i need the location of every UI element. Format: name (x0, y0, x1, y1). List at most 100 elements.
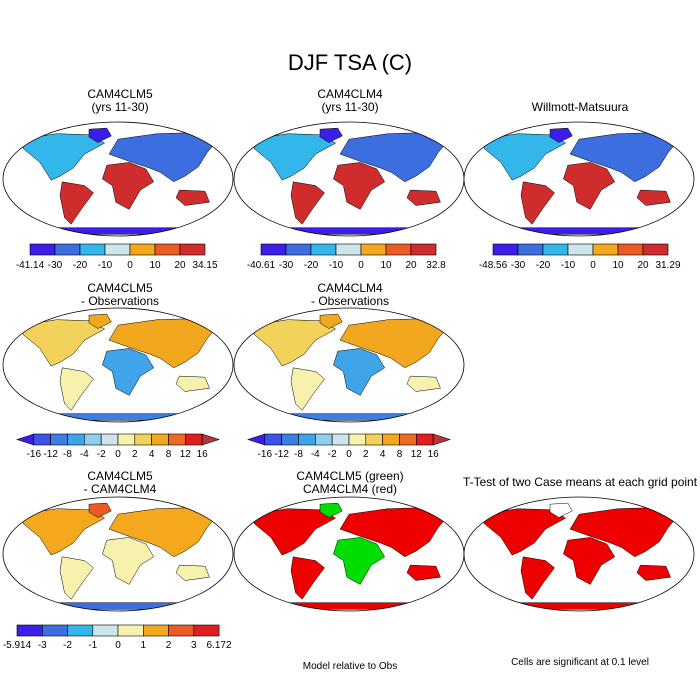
land-samerica (59, 367, 94, 411)
colorbar-tick-label: -12 (274, 449, 289, 460)
colorbar-box (260, 243, 287, 256)
colorbar-box (151, 433, 169, 446)
land-eurasia (569, 132, 680, 183)
map-panel-6 (2, 496, 234, 612)
colorbar-box (410, 243, 437, 256)
colorbar-tick-label: 16 (197, 449, 209, 460)
colorbar-box (29, 243, 56, 256)
colorbar-box (117, 433, 136, 446)
colorbar-tick-label: 0 (346, 449, 352, 460)
colorbar-tick-label: -4 (80, 449, 89, 460)
map-panel-2 (233, 121, 465, 237)
colorbar-tick-label: -2 (328, 449, 337, 460)
land-samerica (290, 367, 325, 411)
colorbar-box (100, 433, 119, 446)
land-australia (636, 189, 671, 206)
map-border (463, 496, 695, 612)
colorbar-3: -48.56 -30 -20 -10 0 10 20 31.29 (479, 243, 681, 271)
colorbar-tick-label: -5.914 (3, 640, 32, 651)
land-samerica (520, 556, 555, 600)
colorbar-box (247, 433, 266, 446)
colorbar-tick-label: 2 (166, 640, 172, 651)
colorbar-tick-label: -40.61 (247, 260, 276, 271)
colorbar-box (415, 433, 434, 446)
colorbar-tick-label: 12 (411, 449, 423, 460)
colorbar-tick-label: -10 (98, 260, 113, 271)
land-greenland (319, 502, 343, 518)
panel-1-title-line2: (yrs 11-30) (91, 100, 149, 114)
land-namerica (482, 508, 567, 556)
colorbar-box (399, 433, 417, 446)
land-greenland (549, 127, 573, 143)
colorbar-tick-label: -16 (27, 449, 42, 460)
colorbar-tick-label: 8 (397, 449, 403, 460)
colorbar-box (50, 433, 68, 446)
land-eurasia (339, 132, 450, 183)
colorbar-box (154, 243, 181, 256)
colorbar-box (117, 624, 144, 637)
map-border (2, 307, 234, 423)
colorbar-tick-label: -2 (97, 449, 106, 460)
colorbar-tick-label: 0 (127, 260, 133, 271)
land-australia (406, 189, 441, 206)
colorbar-box (104, 243, 131, 256)
land-africa (102, 348, 155, 396)
land-namerica (21, 508, 106, 556)
colorbar-box (382, 433, 400, 446)
colorbar-tick-label: 4 (149, 449, 155, 460)
colorbar-box (193, 624, 220, 637)
colorbar-box (185, 433, 203, 446)
colorbar-box (134, 433, 152, 446)
colorbar-box (79, 243, 106, 256)
colorbar-tick-label: 16 (428, 449, 440, 460)
colorbar-tick-label: -30 (48, 260, 63, 271)
panel-5-title-line1: CAM4CLM4 (317, 281, 383, 295)
land-australia (636, 564, 671, 581)
colorbar-tick-label: 0 (115, 640, 121, 651)
colorbar-tick-label: 4 (380, 449, 386, 460)
land-samerica (290, 556, 325, 600)
colorbar-box (432, 433, 451, 446)
colorbar-tick-label: 20 (637, 260, 649, 271)
colorbar-box (143, 624, 169, 637)
colorbar-box (542, 243, 569, 256)
land-australia (406, 564, 441, 581)
land-namerica (252, 133, 337, 181)
colorbar-tick-label: 10 (380, 260, 392, 271)
colorbar-box (168, 624, 195, 637)
colorbar-tick-label: 0 (115, 449, 121, 460)
colorbar-tick-label: -8 (294, 449, 303, 460)
colorbar-box (264, 433, 282, 446)
land-africa (333, 348, 386, 396)
colorbar-box (517, 243, 544, 256)
colorbar-tick-label: -20 (304, 260, 319, 271)
land-namerica (252, 508, 337, 556)
colorbar-tick-label: 10 (149, 260, 161, 271)
colorbar-2: -40.61 -30 -20 -10 0 10 20 32.8 (247, 243, 446, 271)
colorbar-tick-label: 12 (180, 449, 192, 460)
colorbar-tick-label: -4 (311, 449, 320, 460)
colorbar-box (54, 243, 81, 256)
colorbar-tick-label: -3 (38, 640, 47, 651)
land-greenland (549, 502, 573, 518)
map-panel-3 (463, 121, 695, 237)
land-africa (102, 537, 155, 585)
land-samerica (290, 181, 325, 225)
panel-8-title-line1: T-Test of two Case means at each grid po… (462, 475, 698, 489)
panel-1-title-line1: CAM4CLM5 (87, 87, 153, 101)
map-border (463, 121, 695, 237)
land-eurasia (339, 507, 450, 558)
colorbar-box (168, 433, 186, 446)
map-panel-1 (2, 121, 234, 237)
colorbar-tick-label: 1 (141, 640, 147, 651)
colorbar-box (201, 433, 220, 446)
colorbar-box (67, 624, 94, 637)
land-greenland (88, 313, 112, 329)
panel-7-title-line1: CAM4CLM5 (green) (296, 469, 404, 483)
panel-6-title-line1: CAM4CLM5 (87, 469, 153, 483)
colorbar-box (617, 243, 644, 256)
colorbar-tick-label: 2 (132, 449, 138, 460)
panel-2-title-line2: (yrs 11-30) (321, 100, 379, 114)
land-samerica (520, 181, 555, 225)
